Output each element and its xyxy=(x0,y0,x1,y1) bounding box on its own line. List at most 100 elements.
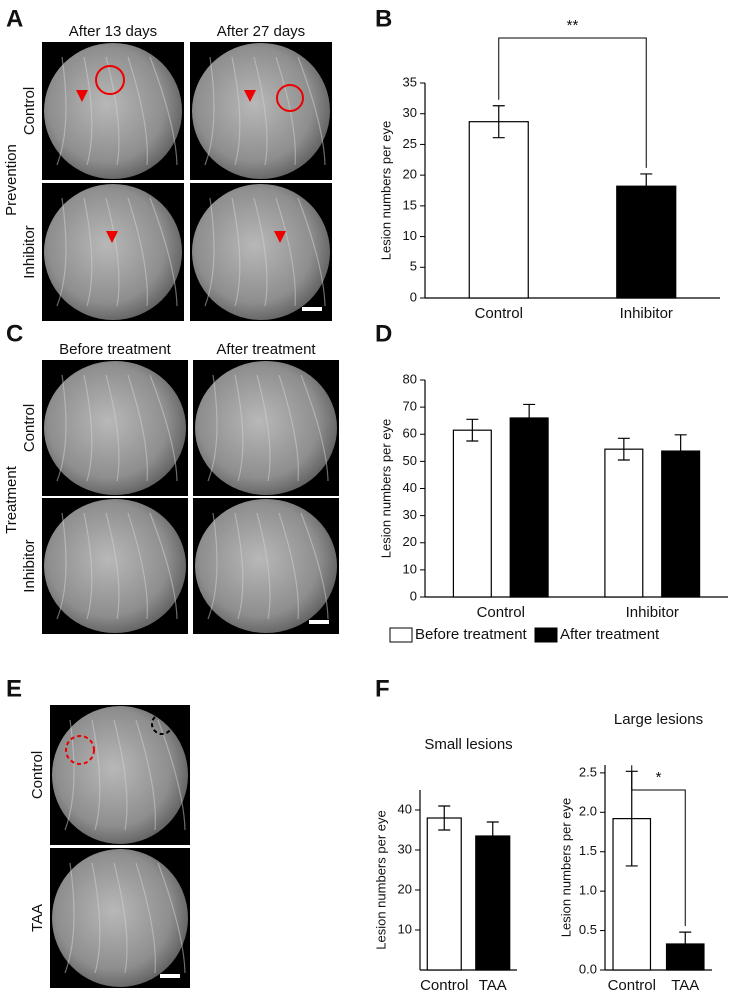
column-header: After 13 days xyxy=(69,23,157,40)
arrowhead xyxy=(76,90,88,102)
vessel xyxy=(297,56,326,166)
x-tick-label: Inhibitor xyxy=(620,305,673,322)
vessel xyxy=(83,374,93,482)
panel-letter: C xyxy=(6,320,23,347)
lesion-marker xyxy=(95,65,125,95)
lesion-marker xyxy=(276,84,304,112)
fundus-image xyxy=(192,43,330,179)
y-tick-label: 10 xyxy=(398,921,412,936)
group-label: Prevention xyxy=(3,144,20,216)
column-header: Before treatment xyxy=(59,341,172,358)
error-bar xyxy=(486,821,499,851)
row-label: Control xyxy=(21,87,38,135)
chart-title: Small lesions xyxy=(424,736,512,753)
x-tick-label: TAA xyxy=(479,977,507,992)
y-tick-label: 35 xyxy=(403,74,417,89)
vessel xyxy=(56,374,67,482)
vessel xyxy=(149,374,178,482)
vessel xyxy=(234,512,244,620)
x-tick-label: Control xyxy=(477,604,525,621)
legend-label: After treatment xyxy=(560,626,660,643)
row-label: Control xyxy=(21,404,38,452)
y-axis-label: Lesion numbers per eye xyxy=(558,798,573,937)
x-tick-label: Control xyxy=(420,977,468,992)
row-label: Inhibitor xyxy=(21,225,38,278)
fundus-image xyxy=(44,499,186,633)
legend-swatch xyxy=(534,627,558,643)
y-tick-label: 5 xyxy=(410,259,417,274)
y-tick-label: 70 xyxy=(403,399,417,414)
significance-bracket xyxy=(631,765,686,927)
y-tick-label: 0.0 xyxy=(579,961,597,976)
vessel xyxy=(253,56,268,166)
vessel xyxy=(300,512,329,620)
vessel xyxy=(105,512,120,620)
column-header: After 27 days xyxy=(217,23,305,40)
row-label: TAA xyxy=(29,904,46,932)
panel-letter: A xyxy=(6,5,23,32)
vessel xyxy=(157,862,186,974)
bar xyxy=(475,835,511,971)
vessel xyxy=(91,719,101,831)
vessel xyxy=(297,197,326,307)
y-tick-label: 30 xyxy=(398,841,412,856)
y-tick-label: 0 xyxy=(410,289,417,304)
vessel xyxy=(83,197,93,307)
y-tick-label: 0 xyxy=(410,588,417,603)
fundus-image xyxy=(44,361,186,495)
row-label: Inhibitor xyxy=(21,539,38,592)
bar xyxy=(452,429,492,598)
lesion-marker xyxy=(65,735,95,765)
vessel xyxy=(207,512,218,620)
bar xyxy=(468,121,529,299)
fundus-image xyxy=(44,43,182,179)
vessel xyxy=(127,374,148,482)
panel-letter: E xyxy=(6,675,22,702)
vessel xyxy=(105,197,120,307)
x-tick-label: Inhibitor xyxy=(626,604,679,621)
bar xyxy=(604,448,644,598)
legend-label: Before treatment xyxy=(415,626,528,643)
arrowhead xyxy=(106,231,118,243)
x-tick-label: Control xyxy=(608,977,656,992)
y-tick-label: 50 xyxy=(403,453,417,468)
y-tick-label: 10 xyxy=(403,228,417,243)
vessel xyxy=(278,512,299,620)
error-bar xyxy=(466,418,479,442)
bar xyxy=(509,417,549,598)
vessel xyxy=(135,719,156,831)
vessel xyxy=(56,512,67,620)
vessel xyxy=(83,512,93,620)
legend-swatch xyxy=(389,627,413,643)
bar xyxy=(616,185,677,299)
fundus-image xyxy=(52,706,188,844)
significance-label: * xyxy=(656,769,662,786)
vessel xyxy=(149,56,178,166)
y-tick-label: 20 xyxy=(403,534,417,549)
vessel xyxy=(256,512,271,620)
y-axis-label: Lesion numbers per eye xyxy=(378,419,393,558)
vessel xyxy=(64,862,75,974)
vessel xyxy=(105,374,120,482)
y-tick-label: 10 xyxy=(403,561,417,576)
vessel xyxy=(275,56,296,166)
vessel xyxy=(207,374,218,482)
arrowhead xyxy=(274,231,286,243)
significance-bracket xyxy=(498,37,647,168)
vessel xyxy=(278,374,299,482)
vessel xyxy=(149,512,178,620)
y-tick-label: 60 xyxy=(403,426,417,441)
panel-letter: F xyxy=(375,675,390,702)
y-tick-label: 20 xyxy=(398,881,412,896)
y-tick-label: 30 xyxy=(403,105,417,120)
x-tick-label: TAA xyxy=(671,977,699,992)
vessel xyxy=(135,862,156,974)
y-tick-label: 80 xyxy=(403,371,417,386)
y-tick-label: 25 xyxy=(403,136,417,151)
significance-label: ** xyxy=(567,17,579,34)
vessel xyxy=(231,197,241,307)
error-bar xyxy=(523,403,536,433)
vessel xyxy=(64,719,75,831)
vessel xyxy=(204,56,215,166)
vessel xyxy=(127,197,148,307)
